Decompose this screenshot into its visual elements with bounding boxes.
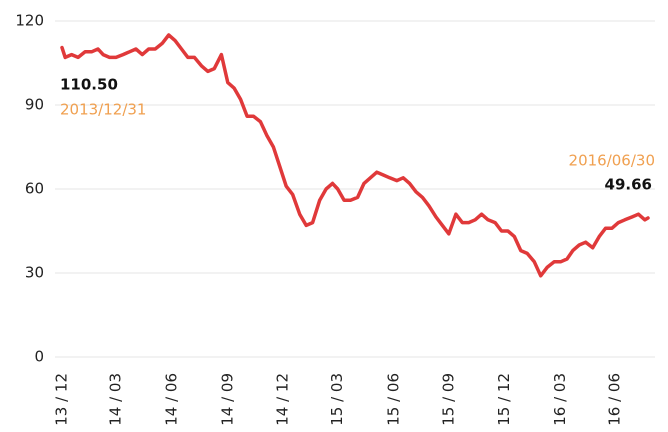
start-value: 110.50 <box>60 76 118 94</box>
x-tick-label: 14 / 09 <box>218 373 236 426</box>
x-tick-label: 14 / 06 <box>162 373 180 426</box>
x-tick-label: 15 / 03 <box>328 373 346 426</box>
end-value: 49.66 <box>605 176 652 194</box>
x-tick-label: 15 / 06 <box>385 373 403 426</box>
y-tick-label: 90 <box>25 96 44 114</box>
start-date: 2013/12/31 <box>60 101 146 119</box>
x-tick-label: 13 / 12 <box>53 373 71 426</box>
y-tick-label: 120 <box>15 12 44 30</box>
x-tick-label: 15 / 12 <box>495 373 513 426</box>
x-tick-label: 14 / 12 <box>274 373 292 426</box>
end-date: 2016/06/30 <box>569 152 655 170</box>
x-tick-label: 15 / 09 <box>439 373 457 426</box>
y-tick-label: 60 <box>25 180 44 198</box>
y-tick-label: 0 <box>34 348 44 366</box>
y-tick-label: 30 <box>25 264 44 282</box>
x-tick-label: 16 / 03 <box>551 373 569 426</box>
x-tick-label: 14 / 03 <box>106 373 124 426</box>
x-tick-label: 16 / 06 <box>606 373 624 426</box>
line <box>60 33 650 278</box>
